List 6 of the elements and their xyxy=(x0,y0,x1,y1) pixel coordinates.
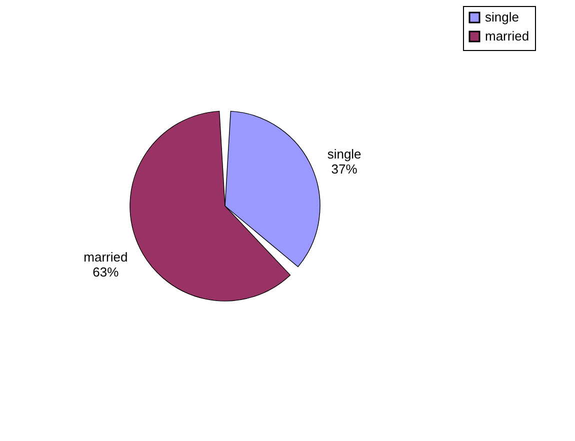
data-label: 63% xyxy=(92,264,120,280)
legend-label: single xyxy=(485,10,519,24)
slice-label: married xyxy=(84,250,128,265)
data-label: 37% xyxy=(331,161,358,176)
slice-label: single xyxy=(327,146,362,162)
legend-label: married xyxy=(485,28,530,44)
